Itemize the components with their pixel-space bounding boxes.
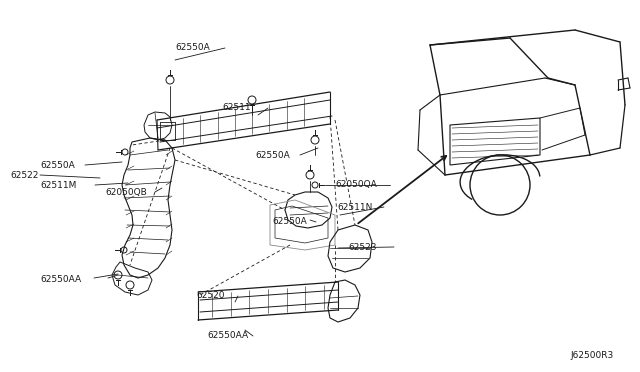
Text: 62550A: 62550A <box>272 218 307 227</box>
Text: 62511: 62511 <box>222 103 251 112</box>
Text: 62550AA: 62550AA <box>40 276 81 285</box>
Text: 62511M: 62511M <box>40 180 76 189</box>
Text: 62550A: 62550A <box>255 151 290 160</box>
Text: 62520: 62520 <box>196 292 225 301</box>
Text: 62511N: 62511N <box>337 202 372 212</box>
Text: 62550A: 62550A <box>40 160 75 170</box>
Text: 62050QA: 62050QA <box>335 180 377 189</box>
Text: 62050QB: 62050QB <box>105 187 147 196</box>
Text: 62550A: 62550A <box>175 44 210 52</box>
Text: J62500R3: J62500R3 <box>570 350 613 359</box>
Text: 62522: 62522 <box>10 170 38 180</box>
Text: 62550AA: 62550AA <box>207 331 248 340</box>
Text: 62523: 62523 <box>348 243 376 251</box>
